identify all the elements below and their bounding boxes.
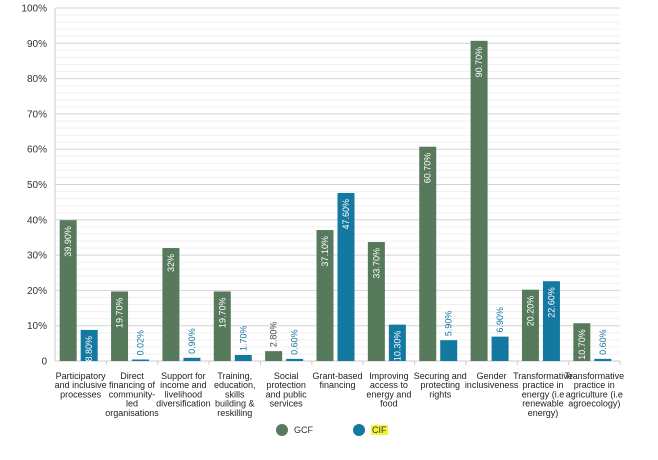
data-label-gcf: 20.20% xyxy=(525,296,535,327)
x-category-label: Participatory and inclusive processes xyxy=(55,371,107,399)
bar-gcf xyxy=(213,291,231,361)
y-tick-label: 0 xyxy=(41,357,47,368)
data-label-gcf: 19.70% xyxy=(217,297,227,328)
cif-swatch-icon xyxy=(353,424,365,436)
bar-gcf xyxy=(367,242,385,361)
y-tick-label: 70% xyxy=(27,109,47,120)
bar-gcf xyxy=(419,146,437,361)
bar-cif xyxy=(183,357,201,361)
legend-item-gcf: GCF xyxy=(276,424,313,436)
bar-gcf xyxy=(59,220,77,361)
bar-gcf xyxy=(573,323,591,361)
data-label-gcf: 60.70% xyxy=(423,153,433,184)
data-label-cif: 10.30% xyxy=(392,331,402,362)
legend: GCF CIF xyxy=(276,424,428,436)
x-category-label: Gender inclusiveness xyxy=(465,371,519,390)
y-tick-label: 20% xyxy=(27,286,47,297)
x-category-label: Social protection and public services xyxy=(266,371,308,409)
bar-cif xyxy=(440,340,458,361)
data-label-cif: 1.70% xyxy=(238,325,248,351)
gcf-swatch-icon xyxy=(276,424,288,436)
bar-gcf xyxy=(265,351,283,361)
data-label-cif: 0.60% xyxy=(598,329,608,355)
bar-cif xyxy=(388,324,406,361)
data-label-cif: 0.02% xyxy=(136,330,146,356)
y-tick-label: 10% xyxy=(27,321,47,332)
legend-item-cif: CIF xyxy=(353,424,388,436)
data-label-gcf: 2.80% xyxy=(269,322,279,348)
x-category-label: Securing and protecting rights xyxy=(414,371,467,399)
bar-cif xyxy=(337,192,355,361)
bar-cif xyxy=(132,359,150,361)
data-label-gcf: 10.70% xyxy=(577,329,587,360)
bar-gcf xyxy=(316,230,334,361)
bar-cif xyxy=(491,336,509,361)
y-tick-label: 80% xyxy=(27,74,47,85)
y-tick-label: 60% xyxy=(27,145,47,156)
bar-gcf xyxy=(521,289,539,361)
y-tick-label: 40% xyxy=(27,215,47,226)
bar-gcf xyxy=(111,291,129,361)
data-label-cif: 5.90% xyxy=(444,311,454,337)
bar-cif xyxy=(594,358,612,361)
data-label-gcf: 32% xyxy=(166,254,176,272)
legend-label-cif: CIF xyxy=(371,425,388,435)
bar-cif xyxy=(234,354,252,361)
legend-label-gcf: GCF xyxy=(294,425,313,435)
x-category-label: Transformative practice in agriculture (i.… xyxy=(564,371,624,409)
bar-gcf xyxy=(470,40,488,361)
bar-cif xyxy=(286,358,304,361)
bar-cif xyxy=(80,329,98,361)
y-tick-label: 50% xyxy=(27,180,47,191)
y-tick-label: 100% xyxy=(21,4,47,15)
y-tick-label: 30% xyxy=(27,251,47,262)
data-label-cif: 0.60% xyxy=(290,329,300,355)
x-category-label: Training, education, skills building & reski… xyxy=(214,371,256,418)
data-label-cif: 0.90% xyxy=(187,328,197,354)
data-label-gcf: 37.10% xyxy=(320,236,330,267)
data-label-cif: 22.60% xyxy=(546,287,556,318)
data-label-gcf: 90.70% xyxy=(474,47,484,78)
x-category-label: Transformative practice in energy (i.e rene… xyxy=(513,371,573,418)
data-label-gcf: 39.90% xyxy=(63,226,73,257)
x-category-label: Support for income and livelihood diversifi… xyxy=(156,371,211,409)
y-tick-label: 90% xyxy=(27,39,47,50)
bar-cif xyxy=(542,281,560,361)
data-label-cif: 6.90% xyxy=(495,307,505,333)
bar-gcf xyxy=(162,248,180,361)
data-label-cif: 8.80% xyxy=(84,336,94,362)
data-label-gcf: 33.70% xyxy=(371,248,381,279)
x-category-label: Improving access to energy and food xyxy=(366,371,411,409)
data-label-gcf: 19.70% xyxy=(115,297,125,328)
x-category-label: Direct financing of community-led organisat… xyxy=(105,371,159,418)
data-label-cif: 47.60% xyxy=(341,199,351,230)
x-category-label: Grant-based financing xyxy=(312,371,362,390)
bar-chart: 0 10% 20% 30% 40% 50% 60% 70% 80% 90% 100% 39.90% 8.… xyxy=(21,4,624,418)
